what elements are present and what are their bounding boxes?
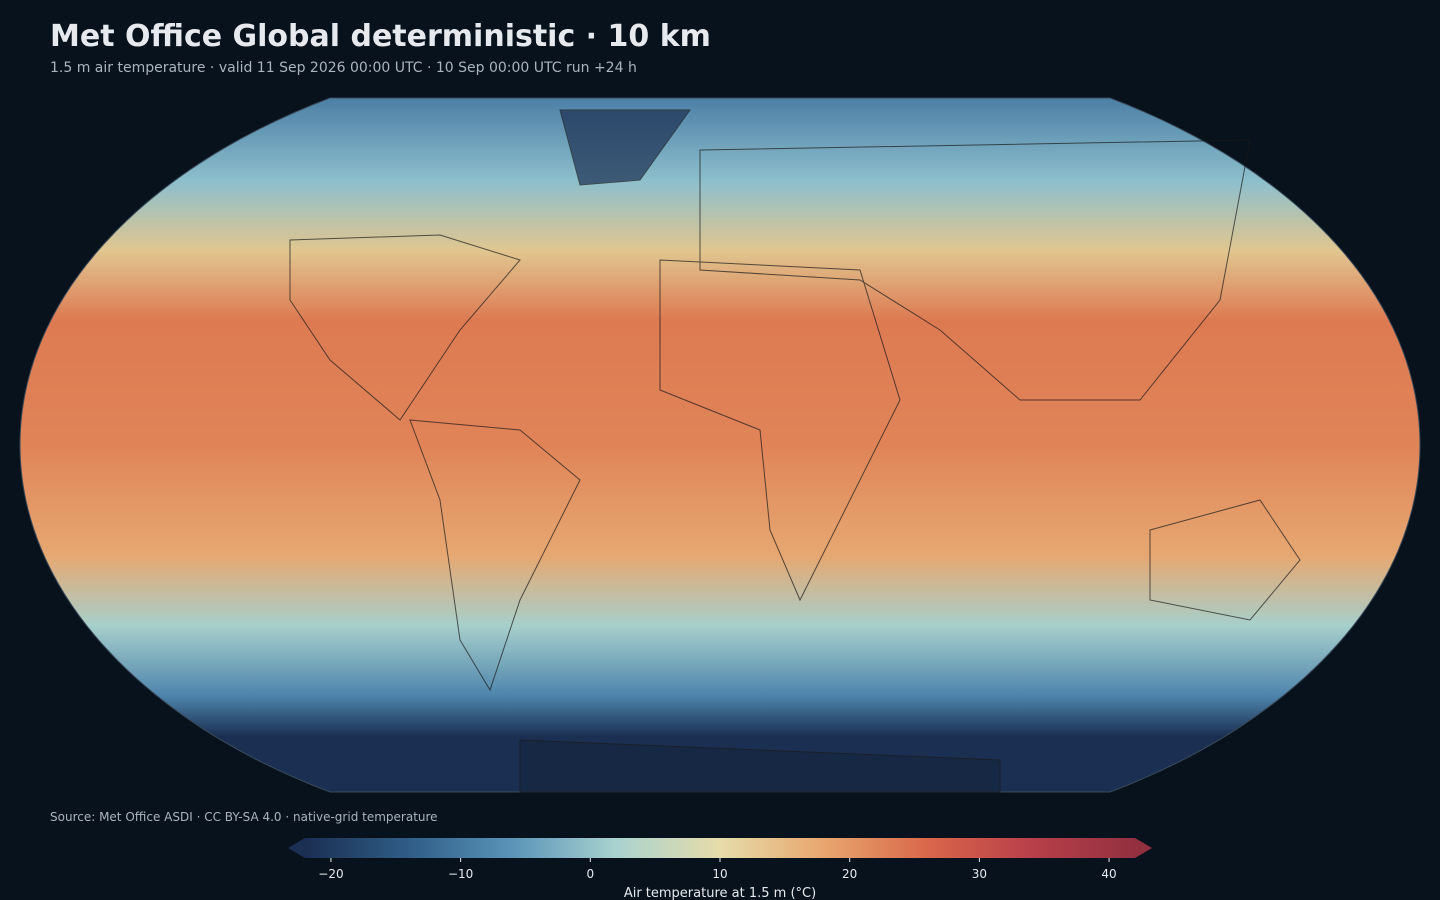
colorbar-tick-label: −20 — [318, 867, 343, 881]
colorbar: −20 −10 0 10 20 30 40 — [288, 838, 1152, 881]
subtitle: 1.5 m air temperature · valid 11 Sep 202… — [50, 60, 637, 76]
coastlines — [289, 109, 1301, 793]
colorbar-tick-label: 30 — [972, 867, 987, 881]
colorbar-ramp — [305, 838, 1135, 858]
colorbar-tick-label: 10 — [712, 867, 727, 881]
title: Met Office Global deterministic · 10 km — [50, 19, 711, 54]
colorbar-tick-label: −10 — [448, 867, 473, 881]
colorbar-extend-high — [1135, 838, 1152, 858]
map-globe — [19, 97, 1421, 793]
colorbar-tick-label: 0 — [586, 867, 594, 881]
colorbar-tick-label: 20 — [842, 867, 857, 881]
colorbar-label: Air temperature at 1.5 m (°C) — [624, 886, 816, 900]
source-note: Source: Met Office ASDI · CC BY-SA 4.0 ·… — [50, 810, 438, 824]
colorbar-tick-label: 40 — [1101, 867, 1116, 881]
colorbar-extend-low — [288, 838, 305, 858]
